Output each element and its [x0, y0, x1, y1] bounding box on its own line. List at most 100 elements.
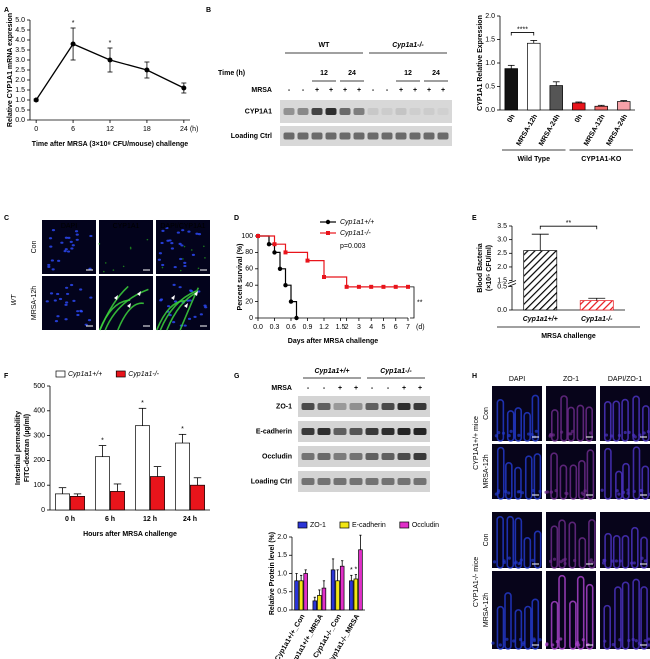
row-label: Con [483, 407, 490, 420]
x-tick-label: 0h [574, 113, 584, 124]
crypt [574, 642, 579, 646]
x-tick-label: Cyp1a1-/- [581, 316, 613, 323]
time-label: 12 [320, 70, 328, 77]
y-tick-label: 3.5 [497, 223, 507, 230]
significance: * [72, 20, 75, 27]
significance: * [109, 40, 112, 47]
villus [621, 398, 629, 442]
nucleus [50, 259, 54, 262]
nucleus [204, 306, 208, 309]
crypt [631, 637, 635, 642]
row-label: E-cadherin [256, 428, 292, 435]
y-axis-label: Percent survival (%) [237, 244, 244, 311]
treatment: - [288, 87, 291, 94]
x-tick-label: 5 [382, 324, 386, 331]
point [144, 67, 150, 73]
nucleus [51, 229, 56, 232]
nucleus [67, 236, 71, 239]
villus [504, 592, 512, 650]
blot-band [325, 108, 337, 115]
p-value: p=0.003 [340, 243, 366, 250]
x-axis-label: Time after MRSA (3×10⁸ CFU/mouse) challe… [32, 141, 188, 148]
x-tick-label: 6 h [105, 516, 115, 523]
x-tick-label: 0.3 [270, 324, 280, 331]
point [283, 283, 288, 288]
y-tick-label: 2.0 [497, 264, 507, 271]
nucleus [183, 261, 187, 264]
point [288, 299, 294, 304]
nucleus [64, 303, 68, 306]
nucleus [60, 241, 64, 244]
crypt [538, 638, 542, 642]
row-label: Time (h) [218, 70, 245, 77]
y-tick-label: 0.5 [277, 589, 287, 596]
villus [550, 600, 559, 650]
nucleus [172, 283, 176, 287]
y-tick-label: 3.0 [15, 57, 25, 64]
blot-band [317, 478, 331, 485]
villus [533, 453, 542, 500]
y-tick-label: 0 [249, 315, 253, 322]
treatment: - [371, 385, 374, 392]
nucleus [187, 317, 192, 320]
blot-band [297, 108, 309, 115]
blot-band [333, 403, 347, 410]
blot-band [311, 132, 323, 140]
villus [531, 394, 540, 442]
y-tick-label: 3.5 [15, 47, 25, 54]
nucleus [72, 299, 76, 302]
blot-band [381, 478, 395, 485]
micrograph [546, 571, 596, 649]
nucleus [178, 242, 182, 245]
blot-band [437, 132, 449, 140]
blot-band [365, 478, 379, 485]
villus [533, 530, 542, 569]
villus [640, 586, 648, 650]
villus [641, 465, 650, 500]
bar [353, 578, 359, 611]
bar [617, 101, 631, 111]
villus [568, 521, 577, 569]
nucleus [158, 252, 163, 255]
blot-band [317, 453, 331, 460]
legend-label: E-cadherin [352, 522, 386, 529]
nucleus [53, 299, 57, 302]
villus [640, 536, 648, 569]
blot-band [367, 132, 379, 140]
blot-band [397, 478, 411, 485]
column-label: DAPI/CYP1A1 [160, 223, 205, 230]
nucleus [161, 263, 165, 267]
crypt [638, 433, 642, 437]
nucleus [189, 289, 194, 293]
axis-break [508, 281, 516, 287]
crypt [627, 638, 631, 643]
blot-band [423, 132, 435, 140]
y-tick-label: 4.5 [15, 27, 25, 34]
treatment: - [302, 87, 305, 94]
point [107, 57, 113, 63]
villus [586, 449, 595, 500]
crypt [590, 561, 595, 565]
nucleus [170, 247, 175, 250]
blot-band [397, 428, 411, 435]
y-axis-label: Intestinal permeability [15, 411, 22, 485]
bar [594, 105, 608, 111]
y-tick-label: 1.5 [15, 87, 25, 94]
blot-band [317, 428, 331, 435]
blot-band [349, 453, 363, 460]
nucleus [159, 299, 163, 302]
villus [514, 407, 523, 442]
crypt [603, 639, 607, 643]
crypt [600, 488, 604, 492]
bar [317, 595, 322, 611]
point [181, 85, 187, 91]
nucleus [69, 240, 73, 243]
x-tick-label: 6 [394, 324, 398, 331]
y-tick-label: 1.0 [485, 60, 495, 67]
x-tick-label: 1.5 [336, 324, 346, 331]
legend-marker [325, 219, 331, 225]
cyp1a1-signal [103, 270, 105, 273]
y-tick-label: 0.0 [497, 307, 507, 314]
y-tick-label: 2.0 [15, 77, 25, 84]
row-label: MRSA [271, 385, 292, 392]
